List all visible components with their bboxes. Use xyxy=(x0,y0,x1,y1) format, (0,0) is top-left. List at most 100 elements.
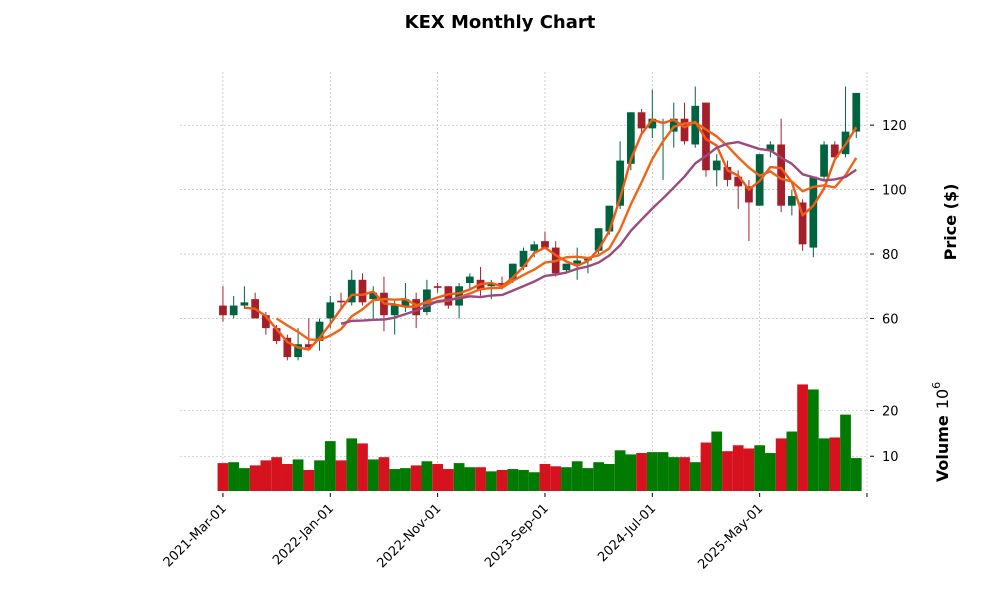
volume-bar xyxy=(668,457,680,491)
candle-body xyxy=(294,344,302,358)
volume-bar xyxy=(335,460,347,491)
volume-bar xyxy=(636,453,647,491)
x-tick-label: 2022-Jan-01 xyxy=(270,501,337,568)
candle-body xyxy=(605,205,614,232)
volume-bar xyxy=(786,431,798,491)
volume-bar xyxy=(850,458,862,491)
candle-body xyxy=(358,279,367,303)
candle-body xyxy=(401,299,410,306)
volume-bar xyxy=(228,462,240,491)
volume-bar xyxy=(453,463,465,491)
moving-average-12 xyxy=(340,140,857,325)
candle-body xyxy=(852,92,861,132)
candle-body xyxy=(626,112,635,164)
volume-bar xyxy=(754,445,766,491)
candle-body xyxy=(283,337,292,358)
candle-body xyxy=(229,305,238,316)
candle-body xyxy=(465,276,474,284)
candle-body xyxy=(262,315,270,329)
candle-body xyxy=(347,279,356,303)
candle-body xyxy=(240,302,249,306)
volume-bar xyxy=(582,468,594,491)
volume-bar xyxy=(217,463,229,491)
candle-body xyxy=(433,286,442,288)
volume-bar xyxy=(346,438,358,491)
candle-body xyxy=(777,144,785,206)
volume-bar xyxy=(442,469,454,491)
volume-bar xyxy=(593,462,605,491)
price-axis-label: Price ($) xyxy=(941,184,960,261)
candle-body xyxy=(723,167,732,180)
candle-body xyxy=(219,305,227,316)
volume-bar xyxy=(657,452,669,491)
volume-bar xyxy=(614,450,626,491)
volume-bar xyxy=(314,460,325,491)
volume-bar xyxy=(496,469,508,491)
price-tick-label: 80 xyxy=(882,248,899,263)
candle-body xyxy=(680,118,689,142)
candle-body xyxy=(712,160,721,171)
candle-body xyxy=(830,144,839,158)
candle-body xyxy=(573,260,582,264)
volume-bar xyxy=(400,468,411,491)
volume-bar xyxy=(507,469,519,491)
volume-bar xyxy=(421,461,433,491)
volume-bar xyxy=(743,448,755,491)
candle-body xyxy=(669,118,678,132)
volume-bar xyxy=(303,469,315,491)
candle-body xyxy=(487,283,496,287)
candle-body xyxy=(541,241,549,248)
candle-body xyxy=(369,292,378,300)
candle-body xyxy=(390,305,399,316)
x-tick-label: 2022-Nov-01 xyxy=(374,501,444,571)
volume-bar xyxy=(646,452,658,491)
x-tick-label: 2021-Mar-01 xyxy=(161,501,230,570)
volume-bar xyxy=(485,471,497,491)
candle-body xyxy=(798,202,807,245)
volume-bar xyxy=(518,469,529,491)
volume-bar xyxy=(378,457,390,491)
candle-body xyxy=(745,186,753,203)
candle-body xyxy=(594,228,603,251)
volume-bar xyxy=(260,460,272,491)
candle-body xyxy=(766,144,775,151)
volume-bar xyxy=(410,465,422,491)
candle-body xyxy=(616,160,624,206)
volume-bar xyxy=(281,464,293,491)
volume-bar xyxy=(357,443,368,491)
candle-body xyxy=(702,102,710,171)
candle-body xyxy=(562,263,571,271)
moving-average-6 xyxy=(275,121,858,342)
price-tick-label: 60 xyxy=(882,312,899,327)
volume-bar xyxy=(550,466,562,491)
candle-body xyxy=(809,176,818,248)
volume-bar xyxy=(765,453,776,491)
candle-body xyxy=(787,196,796,206)
candle-body xyxy=(734,176,743,187)
volume-bar xyxy=(797,384,808,491)
volume-bar xyxy=(679,457,690,491)
candle-body xyxy=(272,328,281,342)
price-tick-label: 100 xyxy=(882,184,907,199)
volume-bar xyxy=(389,469,401,491)
candle-body xyxy=(637,112,646,129)
candle-body xyxy=(498,283,506,287)
candle-body xyxy=(304,344,313,348)
candle-body xyxy=(519,250,528,267)
volume-bar xyxy=(464,467,476,491)
x-tick-label: 2023-Sep-01 xyxy=(482,501,552,571)
candle-body xyxy=(315,321,324,342)
candle-body xyxy=(455,286,463,306)
volume-bar xyxy=(829,437,841,491)
price-tick-label: 120 xyxy=(882,119,907,134)
volume-bar xyxy=(475,467,486,491)
volume-bar xyxy=(818,438,830,491)
chart-title: KEX Monthly Chart xyxy=(405,12,596,33)
x-tick-label: 2024-Jul-01 xyxy=(595,501,659,565)
moving-average-3 xyxy=(244,118,858,351)
volume-bar xyxy=(367,459,379,491)
volume-bar xyxy=(689,462,701,491)
volume-bar xyxy=(604,464,615,491)
volume-bar xyxy=(700,442,712,491)
